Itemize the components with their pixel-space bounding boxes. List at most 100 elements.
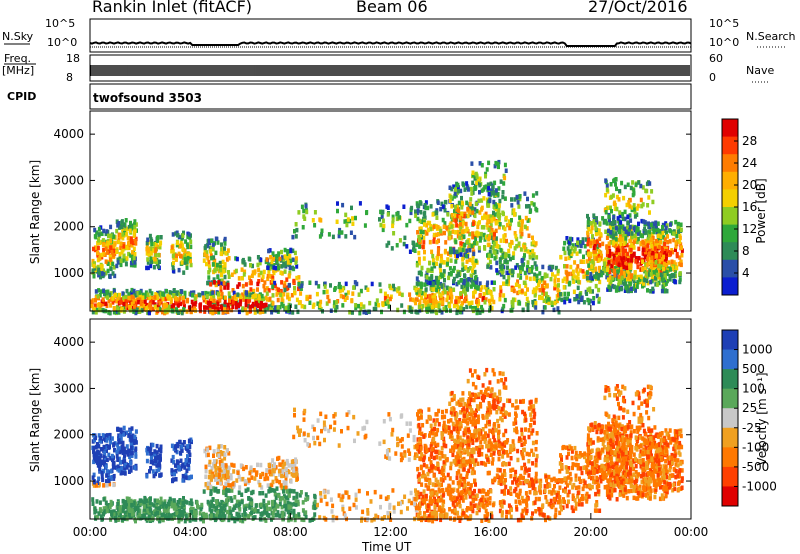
echo-cell [154, 292, 158, 297]
echo-cell [591, 289, 594, 294]
echo-cell [100, 252, 104, 258]
echo-cell [475, 280, 479, 286]
echo-cell [235, 478, 239, 483]
echo-cell [463, 298, 467, 304]
echo-cell [297, 515, 301, 520]
echo-cell [482, 292, 486, 297]
echo-cell [96, 294, 100, 299]
echo-cell [644, 271, 648, 276]
echo-cell [613, 219, 617, 225]
echo-cell [463, 228, 467, 234]
echo-cell [586, 252, 590, 257]
echo-cell [386, 212, 390, 217]
echo-cell [124, 298, 128, 303]
echo-cell [272, 265, 276, 270]
echo-cell [156, 307, 160, 312]
echo-cell [466, 286, 470, 292]
echo-cell [654, 260, 658, 265]
echo-cell [272, 270, 276, 276]
echo-cell [119, 262, 123, 268]
echo-cell [510, 239, 514, 245]
echo-cell [99, 274, 102, 280]
echo-cell [480, 205, 484, 211]
echo-cell [495, 220, 499, 225]
echo-cell [598, 265, 601, 271]
echo-cell [679, 259, 683, 264]
echo-cell [341, 303, 345, 308]
echo-cell [644, 230, 648, 235]
echo-cell [646, 280, 650, 286]
echo-cell [186, 454, 189, 459]
echo-cell [420, 290, 424, 296]
echo-cell [156, 293, 160, 298]
echo-cell [615, 260, 619, 265]
echo-cell [649, 222, 653, 228]
echo-cell [638, 277, 642, 282]
echo-cell [535, 266, 539, 271]
echo-cell [494, 206, 498, 212]
echo-cell [419, 232, 423, 238]
echo-cell [611, 221, 615, 227]
echo-cell [549, 267, 553, 272]
echo-cell [145, 447, 149, 453]
echo-cell [186, 255, 190, 261]
echo-cell [618, 229, 621, 235]
echo-cell [450, 249, 454, 255]
echo-cell [631, 253, 635, 258]
echo-cell [246, 487, 250, 492]
echo-cell [485, 167, 489, 172]
echo-cell [641, 259, 645, 264]
echo-cell [472, 294, 475, 299]
echo-cell [519, 229, 523, 234]
echo-cell [528, 255, 532, 260]
echo-cell [109, 303, 113, 308]
echo-cell [339, 293, 343, 299]
echo-cell [516, 200, 520, 205]
echo-cell [649, 249, 653, 254]
echo-cell [109, 456, 113, 461]
echo-cell [156, 455, 160, 460]
echo-cell [656, 236, 660, 241]
echo-cell [182, 440, 186, 445]
echo-cell [448, 198, 452, 203]
echo-cell [617, 197, 621, 202]
noise-frame [89, 18, 692, 53]
echo-cell [586, 220, 590, 225]
echo-cell [122, 425, 126, 431]
echo-cell [460, 284, 464, 290]
echo-cell [133, 434, 137, 440]
echo-cell [528, 252, 532, 257]
echo-cell [426, 299, 430, 304]
echo-cell [391, 217, 395, 222]
echo-cell [665, 288, 669, 294]
echo-cell [605, 183, 609, 188]
echo-cell [468, 201, 472, 207]
echo-cell [176, 443, 180, 449]
echo-cell [547, 297, 551, 302]
echo-cell [502, 281, 505, 286]
echo-cell [575, 251, 579, 256]
echo-cell [449, 299, 453, 304]
echo-cell [238, 514, 242, 520]
echo-cell [97, 482, 101, 487]
echo-cell [258, 482, 262, 488]
echo-cell [468, 242, 472, 248]
echo-cell [638, 279, 642, 285]
echo-cell [612, 215, 616, 220]
echo-cell [534, 290, 538, 296]
echo-cell [271, 251, 275, 256]
echo-cell [461, 247, 465, 253]
echo-cell [582, 274, 586, 279]
echo-cell [184, 458, 188, 463]
echo-cell [179, 458, 183, 463]
echo-cell [617, 282, 621, 288]
echo-cell [562, 246, 566, 251]
echo-cell [661, 264, 665, 269]
echo-cell [126, 235, 130, 241]
echo-cell [101, 301, 105, 307]
echo-cell [568, 249, 572, 254]
echo-cell [531, 248, 535, 254]
echo-cell [219, 450, 223, 455]
echo-cell [186, 448, 190, 453]
echo-cell [641, 239, 645, 245]
